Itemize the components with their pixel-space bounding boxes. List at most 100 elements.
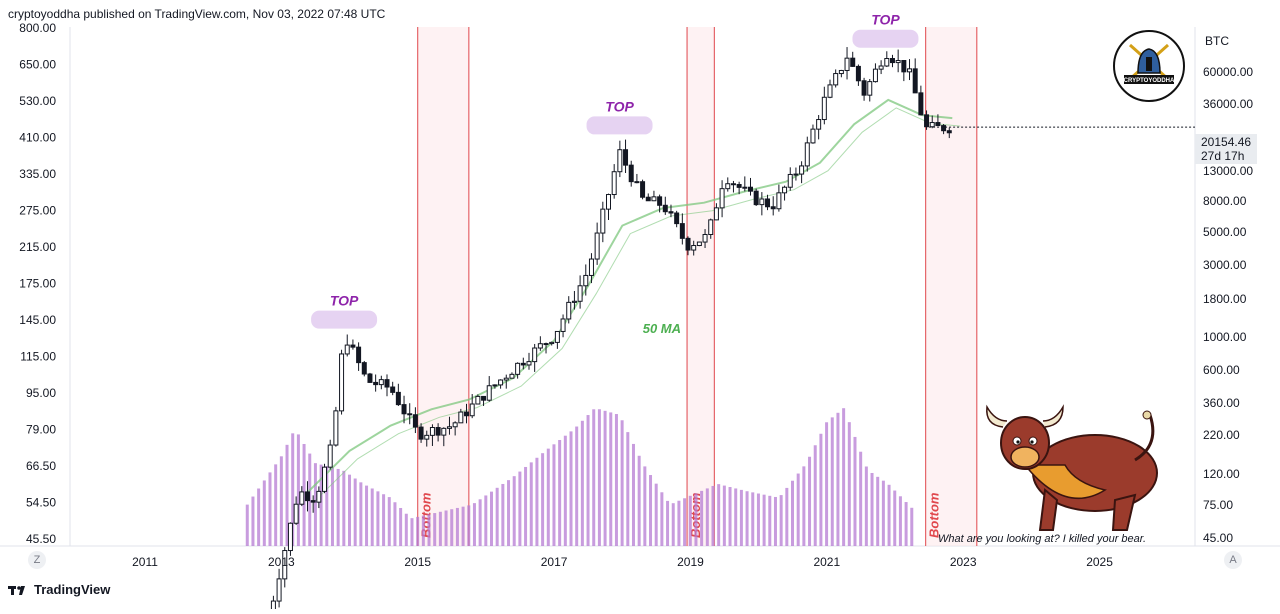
- left-axis-tick: 800.00: [19, 21, 56, 35]
- x-axis-tick: 2013: [268, 555, 295, 569]
- volume-bar: [683, 498, 687, 546]
- volume-bar: [637, 455, 641, 546]
- candle-body: [708, 219, 714, 236]
- footer: TradingView: [8, 582, 110, 597]
- candle-body: [492, 384, 498, 387]
- ma50-secondary-line: [312, 107, 961, 504]
- candle-body: [304, 491, 310, 502]
- candle-body: [617, 149, 623, 173]
- volume-bar: [881, 480, 885, 546]
- helmet-icon: CRYPTOYODDHA: [1124, 43, 1175, 84]
- candle-body: [270, 600, 276, 614]
- candle-body: [736, 184, 742, 188]
- volume-bar: [745, 491, 749, 546]
- volume-bar: [700, 490, 704, 546]
- volume-bar: [819, 433, 823, 546]
- volume-bar: [666, 500, 670, 546]
- volume-bar: [609, 412, 613, 546]
- candle-body: [293, 503, 299, 524]
- candle-body: [861, 80, 867, 96]
- volume-bar: [489, 491, 493, 546]
- volume-bar: [626, 432, 630, 546]
- candle-body: [765, 198, 771, 208]
- right-axis-tick: 220.00: [1203, 428, 1240, 442]
- x-axis-tick: 2015: [404, 555, 431, 569]
- candle-body: [316, 490, 322, 503]
- volume-bar: [614, 414, 618, 546]
- volume-bar: [495, 487, 499, 546]
- left-axis-tick: 145.00: [19, 313, 56, 327]
- candle-body: [935, 122, 941, 127]
- volume-bar: [563, 435, 567, 546]
- bull-leg-front: [1038, 488, 1059, 531]
- candle-body: [549, 341, 555, 345]
- volume-bar: [274, 464, 278, 546]
- candle-body: [651, 196, 657, 202]
- volume-bar: [279, 456, 283, 546]
- volume-bar: [751, 492, 755, 546]
- candle-body: [452, 422, 458, 428]
- volume-bar: [404, 513, 408, 546]
- candle-body: [418, 426, 424, 440]
- volume-bar: [898, 496, 902, 546]
- volume-bar: [649, 475, 653, 546]
- auto-scale-button[interactable]: A: [1224, 551, 1242, 569]
- candle-body: [287, 522, 293, 552]
- candle-body: [850, 57, 856, 67]
- left-axis-tick: 45.50: [26, 532, 56, 546]
- bull-tail-tip: [1142, 410, 1152, 420]
- candle-body: [464, 411, 470, 417]
- right-axis-tick: 60000.00: [1203, 65, 1253, 79]
- left-axis-tick: 54.50: [26, 496, 56, 510]
- candle-body: [390, 386, 396, 393]
- volume-bar: [597, 409, 601, 546]
- volume-bar: [773, 496, 777, 546]
- candle-body: [685, 237, 691, 251]
- candle-body: [333, 410, 339, 446]
- countdown: 27d 17h: [1201, 149, 1245, 163]
- candle-body: [770, 206, 776, 210]
- volume-bar: [853, 436, 857, 546]
- bull-pupil-right: [1030, 440, 1034, 444]
- candle-body: [520, 362, 526, 366]
- candle-body: [628, 164, 634, 183]
- x-axis-tick: 2019: [677, 555, 704, 569]
- top-highlight: [586, 116, 653, 135]
- candle-body: [356, 346, 362, 364]
- bull-horn-right: [1042, 404, 1064, 428]
- volume-bar: [393, 502, 397, 546]
- candle-body: [339, 353, 345, 412]
- right-axis-tick: 360.00: [1203, 396, 1240, 410]
- ma-label: 50 MA: [643, 321, 681, 336]
- candle-body: [458, 411, 464, 424]
- candle-body: [634, 181, 640, 184]
- candle-body: [946, 130, 952, 134]
- left-axis-tick: 650.00: [19, 58, 56, 72]
- volume-bar: [904, 502, 908, 546]
- candle-body: [515, 362, 521, 375]
- volume-bar: [830, 417, 834, 546]
- tradingview-brand[interactable]: TradingView: [34, 582, 111, 597]
- volume-bar: [603, 410, 607, 546]
- left-axis-tick: 79.00: [26, 423, 56, 437]
- volume-bar: [245, 504, 249, 546]
- volume-bar: [813, 445, 817, 546]
- x-axis-tick: 2011: [132, 555, 158, 569]
- candle-body: [816, 119, 822, 130]
- volume-bar: [433, 513, 437, 546]
- left-axis-tick: 530.00: [19, 94, 56, 108]
- right-axis-tick: 13000.00: [1203, 164, 1253, 178]
- volume-bar: [365, 485, 369, 546]
- volume-bar: [876, 476, 880, 546]
- volume-bar: [768, 495, 772, 546]
- candle-body: [475, 395, 481, 405]
- candle-body: [543, 343, 549, 346]
- right-axis-tick: 600.00: [1203, 363, 1240, 377]
- candle-body: [872, 68, 878, 83]
- candle-body: [827, 84, 833, 98]
- volume-bar: [461, 506, 465, 546]
- left-axis-tick: 215.00: [19, 240, 56, 254]
- zoom-button[interactable]: Z: [28, 551, 46, 569]
- candle-body: [560, 318, 566, 332]
- candle-body: [446, 426, 452, 429]
